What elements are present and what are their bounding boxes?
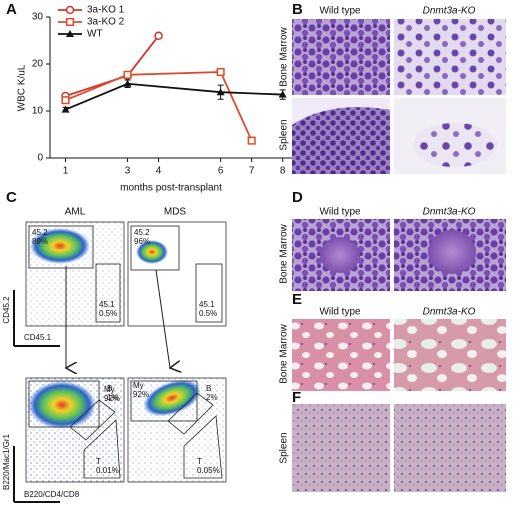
point: [247, 136, 256, 145]
micrograph: [394, 404, 506, 492]
column-title: Wild type: [319, 6, 361, 17]
row-title: Spleen: [279, 432, 290, 463]
axis-label: B220/CD4/CD8: [24, 490, 80, 499]
gate-label: My: [104, 385, 115, 394]
line-chart: 0 10 20 30 1 3 4 6 7 8 3a-KO 13a-KO 2WT: [32, 5, 292, 177]
legend-marker: [66, 30, 74, 37]
panel-label: A: [6, 1, 17, 18]
micrograph: [292, 19, 390, 95]
gate-label: 45.1: [99, 300, 115, 309]
axis-arrow: [13, 446, 60, 503]
gate-label: T: [96, 457, 101, 466]
panel-label: B: [292, 1, 303, 18]
x-tick-label: 7: [249, 166, 255, 177]
micrograph: [292, 404, 390, 492]
gate-arrow: [155, 269, 170, 368]
series-line: [65, 82, 283, 111]
point: [61, 96, 70, 105]
axis-label: CD45.2: [2, 296, 11, 324]
legend-label: 3a-KO 1: [87, 5, 125, 16]
column-title: Dnmt3a-KO: [423, 207, 476, 218]
axis-arrow: [13, 290, 60, 347]
micrograph-cells: [413, 123, 497, 167]
micrograph-cell: [428, 230, 476, 274]
micrograph: [394, 19, 506, 95]
point: [216, 67, 225, 77]
gate-label: 45.1: [199, 300, 215, 309]
legend-label: WT: [87, 29, 103, 40]
micrograph-cells: [292, 107, 390, 174]
axis-label: CD45.1: [24, 333, 52, 342]
x-tick-label: 3: [125, 166, 131, 177]
point: [61, 105, 70, 113]
x-tick-label: 4: [156, 166, 162, 177]
row-title: Bone Marrow: [279, 223, 290, 283]
column-title: Dnmt3a-KO: [423, 6, 476, 17]
gate-label: T: [197, 457, 202, 466]
gate-label: 45.2: [134, 228, 150, 237]
gate-label: B: [206, 384, 211, 393]
row-title: Bone Marrow: [279, 323, 290, 383]
column-title: Dnmt3a-KO: [423, 307, 476, 318]
point: [278, 90, 287, 98]
column-title: MDS: [164, 207, 187, 218]
legend-marker: [65, 17, 75, 27]
legend-label: 3a-KO 2: [87, 17, 125, 28]
y-tick-label: 20: [32, 59, 44, 70]
gate-label: 0.5%: [199, 309, 217, 318]
column-title: Wild type: [319, 207, 361, 218]
panel-label: F: [292, 389, 301, 406]
y-tick-label: 30: [32, 12, 44, 23]
legend-marker: [65, 5, 75, 15]
gate-label: My: [133, 381, 144, 390]
x-axis-label: months post-transplant: [120, 183, 222, 194]
point: [216, 88, 225, 96]
row-title: Spleen: [279, 119, 290, 150]
panel-label: D: [292, 189, 303, 206]
row-title: Bone Marrow: [279, 26, 290, 86]
gate-label: 89%: [32, 237, 48, 246]
gate-label: 0.5%: [99, 309, 117, 318]
gate-label: 92%: [133, 390, 149, 399]
panel-label: E: [292, 291, 302, 308]
column-title: Wild type: [319, 307, 361, 318]
series-line: [65, 35, 160, 97]
point: [123, 70, 132, 79]
column-title: AML: [65, 207, 86, 218]
gate-label: 96%: [134, 237, 150, 246]
axis-label: B220/Mac1/Gr1: [2, 433, 11, 490]
x-tick-label: 8: [280, 166, 286, 177]
micrograph-cell: [320, 237, 360, 273]
y-tick-label: 0: [37, 153, 43, 164]
gate-label: 92%: [104, 394, 120, 403]
gate-label: B: [107, 384, 112, 393]
x-tick-label: 6: [218, 166, 224, 177]
y-tick-label: 10: [32, 106, 44, 117]
point: [123, 79, 132, 87]
point: [154, 31, 163, 41]
gate-label: 45.2: [32, 228, 48, 237]
micrograph: [292, 319, 390, 391]
gate-label: 1%: [107, 393, 119, 402]
x-tick-label: 1: [63, 166, 69, 177]
flow-plot: [25, 377, 227, 483]
gate-label: 2%: [206, 393, 218, 402]
series-line: [65, 71, 253, 141]
micrograph: [394, 319, 506, 391]
y-axis-label: WBC K/uL: [17, 64, 28, 111]
panel-label: C: [6, 189, 17, 206]
gate-label: 0.05%: [197, 466, 220, 475]
gate-label: 0.01%: [96, 466, 119, 475]
flow-plot: [25, 221, 227, 327]
